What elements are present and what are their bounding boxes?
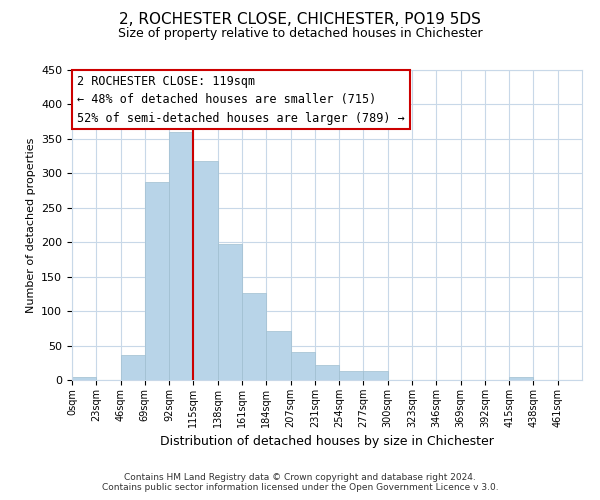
X-axis label: Distribution of detached houses by size in Chichester: Distribution of detached houses by size … [160,436,494,448]
Bar [290,352,315,380]
Bar [266,331,290,380]
Bar [364,371,388,380]
Y-axis label: Number of detached properties: Number of detached properties [26,138,35,312]
Text: 2 ROCHESTER CLOSE: 119sqm
← 48% of detached houses are smaller (715)
52% of semi: 2 ROCHESTER CLOSE: 119sqm ← 48% of detac… [77,74,405,124]
Bar [193,161,218,380]
Bar [242,292,266,380]
Text: 2, ROCHESTER CLOSE, CHICHESTER, PO19 5DS: 2, ROCHESTER CLOSE, CHICHESTER, PO19 5DS [119,12,481,28]
Bar [509,376,533,380]
Text: Size of property relative to detached houses in Chichester: Size of property relative to detached ho… [118,28,482,40]
Bar [145,182,169,380]
Bar [169,132,193,380]
Text: Contains public sector information licensed under the Open Government Licence v : Contains public sector information licen… [101,484,499,492]
Bar [339,371,364,380]
Bar [121,355,145,380]
Text: Contains HM Land Registry data © Crown copyright and database right 2024.: Contains HM Land Registry data © Crown c… [124,472,476,482]
Bar [315,365,339,380]
Bar [72,376,96,380]
Bar [218,244,242,380]
